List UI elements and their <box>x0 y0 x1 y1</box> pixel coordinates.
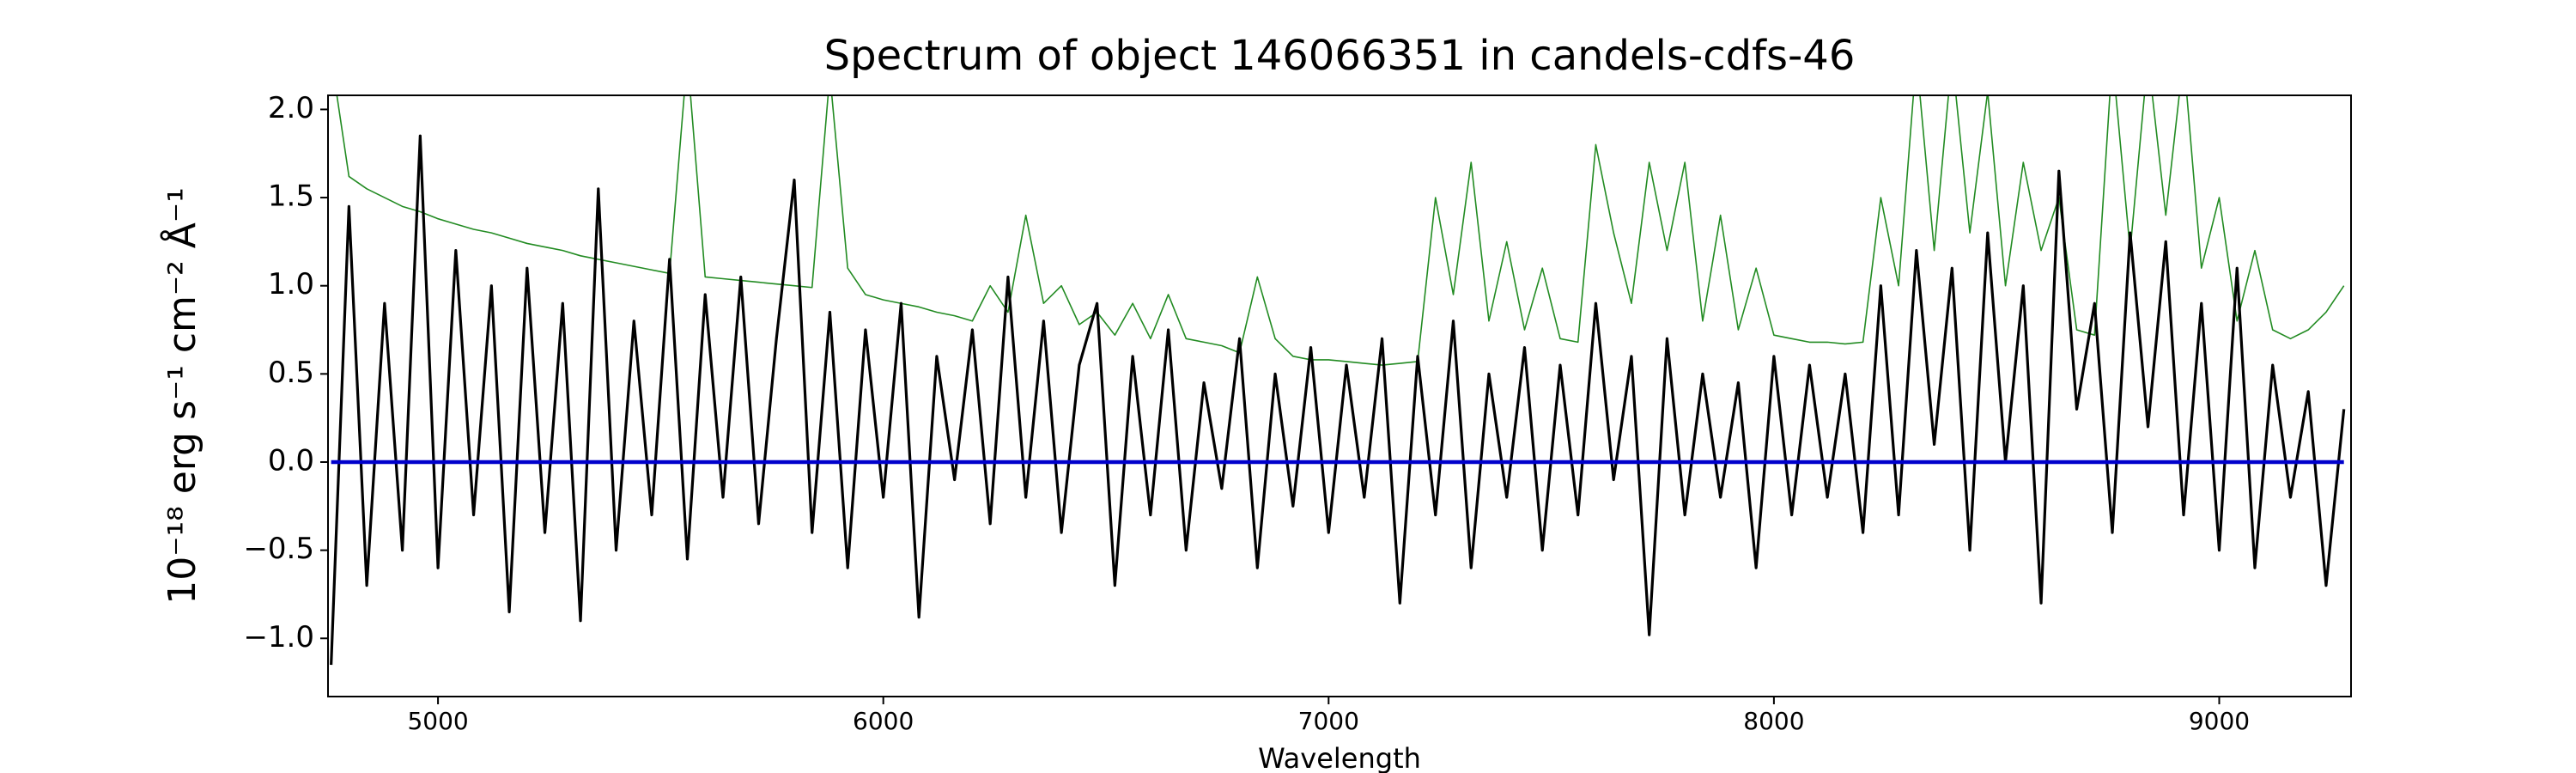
y-tick-label: −1.0 <box>243 620 314 654</box>
y-axis-label: 10⁻¹⁸ erg s⁻¹ cm⁻² Å⁻¹ <box>159 187 204 604</box>
plot-frame <box>327 94 2352 697</box>
x-tick-label: 8000 <box>1743 707 1804 735</box>
x-tick-label: 5000 <box>407 707 468 735</box>
x-tick-label: 7000 <box>1298 707 1359 735</box>
x-tick-label: 9000 <box>2189 707 2250 735</box>
x-axis-label: Wavelength <box>1258 742 1421 773</box>
y-tick-label: 1.5 <box>268 180 314 214</box>
spectrum-line <box>330 134 2346 666</box>
spectrum-line <box>336 95 2345 366</box>
y-tick-label: −0.5 <box>243 532 314 566</box>
x-tick-label: 6000 <box>853 707 914 735</box>
y-tick-label: 0.5 <box>268 356 314 390</box>
y-tick-label: 1.0 <box>268 267 314 301</box>
y-tick-label: 0.0 <box>268 443 314 478</box>
y-tick-label: 2.0 <box>268 91 314 125</box>
chart-title: Spectrum of object 146066351 in candels-… <box>824 32 1856 80</box>
plot-area <box>330 95 2346 666</box>
